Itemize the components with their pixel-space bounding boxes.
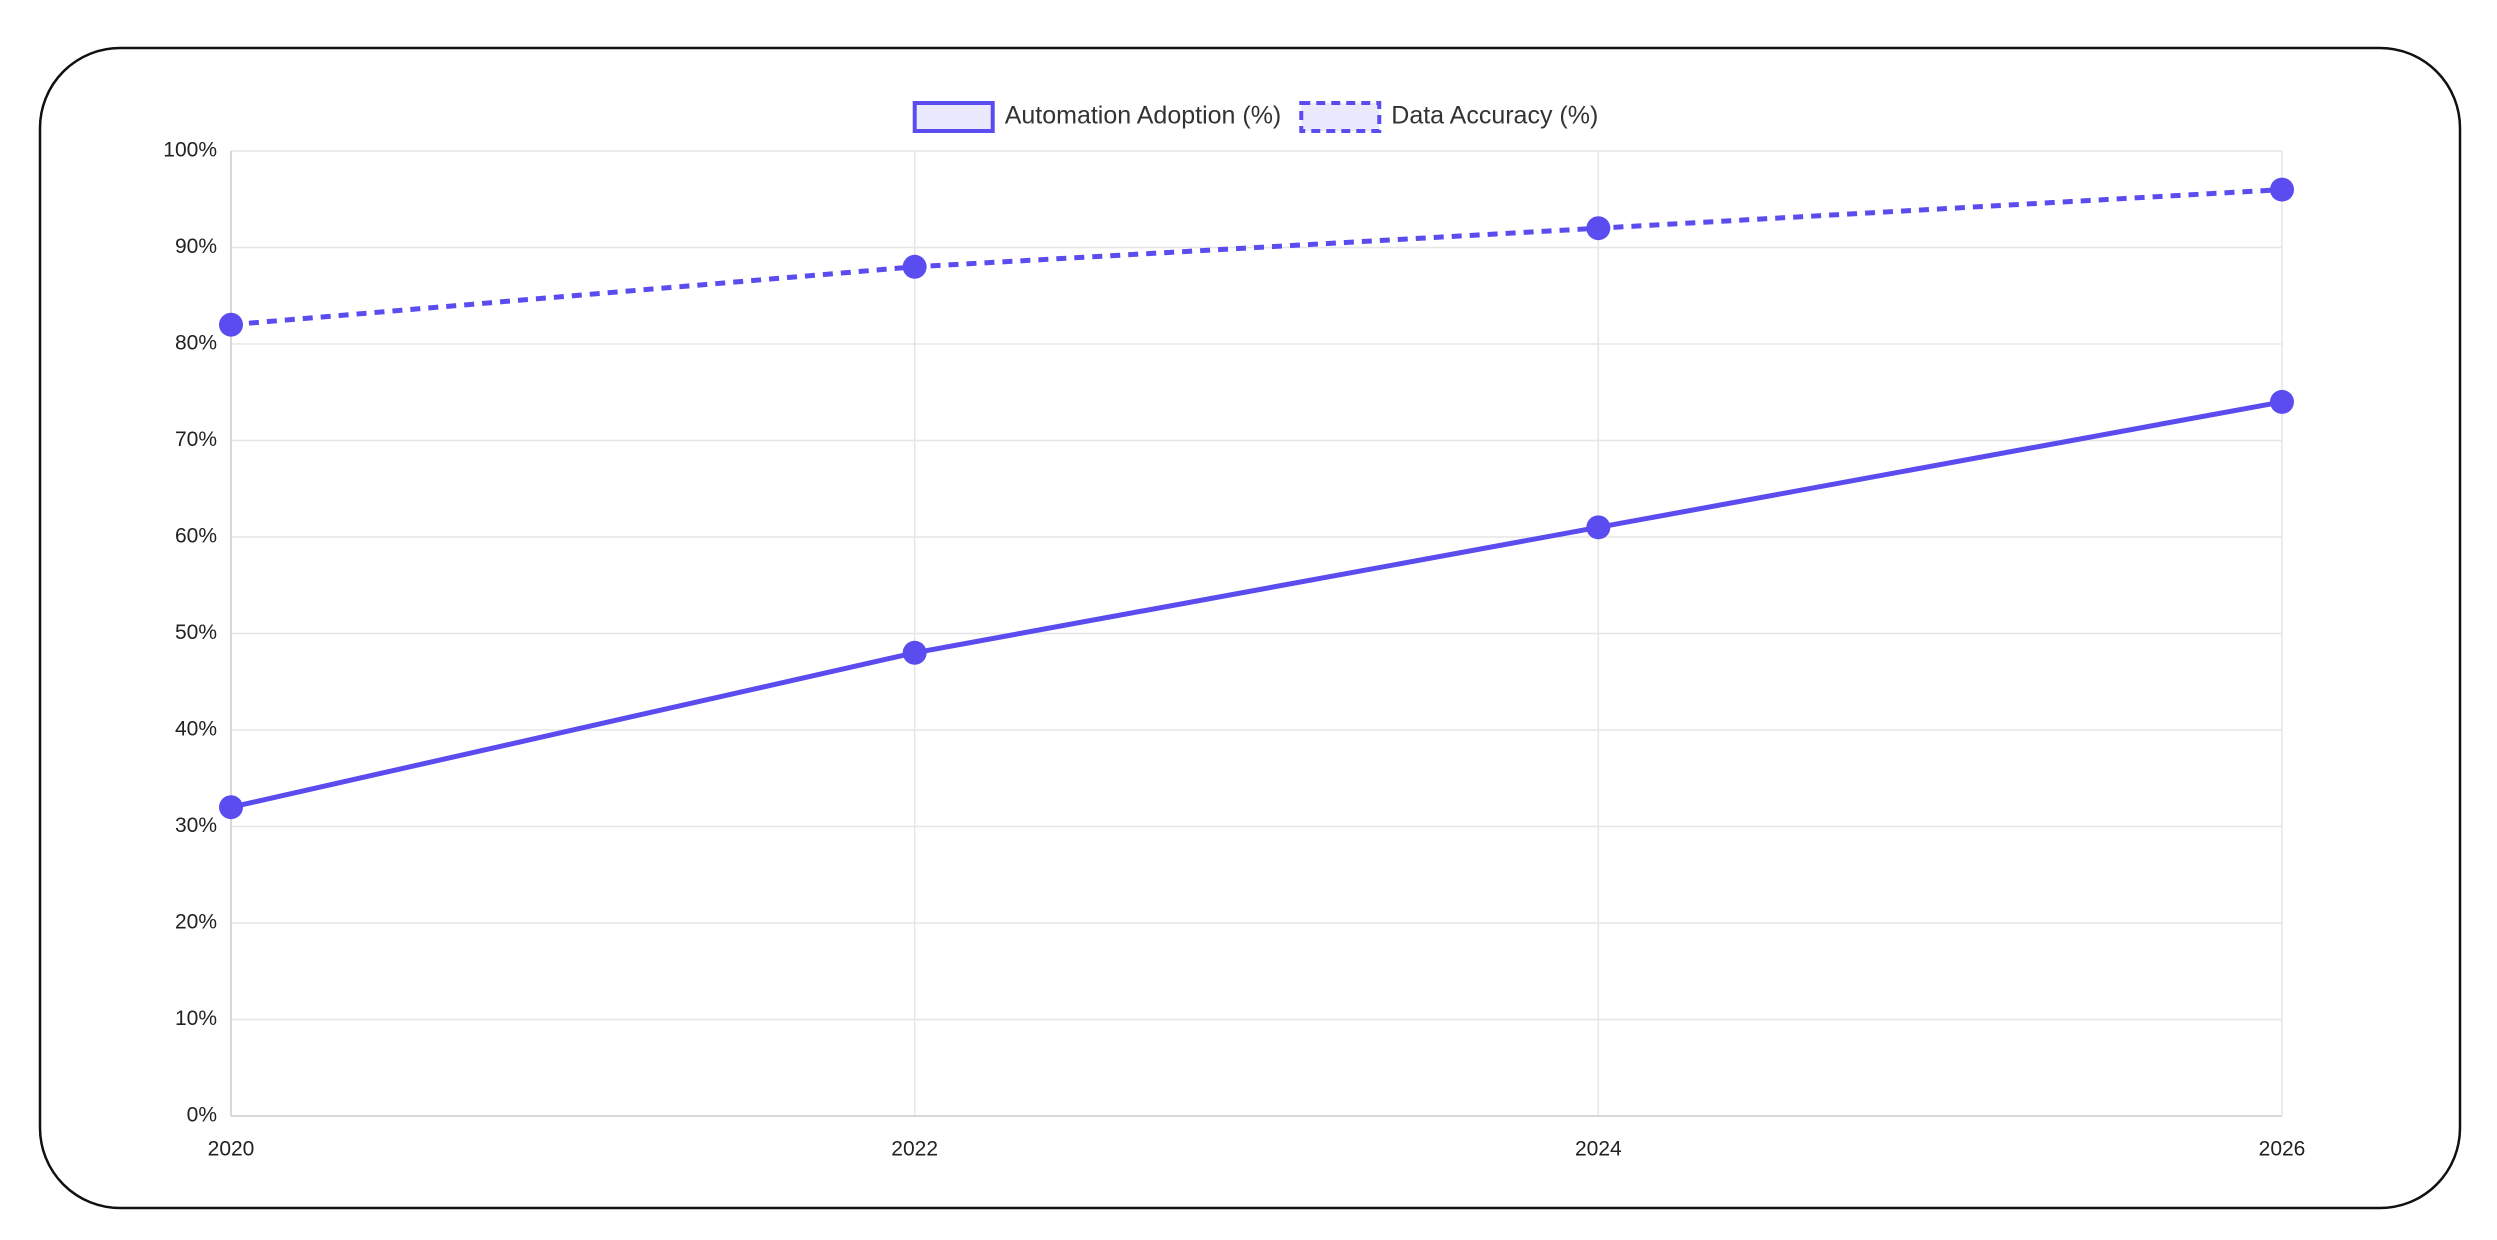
y-tick-label: 50%: [175, 621, 217, 644]
x-tick-label: 2022: [891, 1138, 938, 1161]
legend-label: Automation Adoption (%): [1005, 102, 1282, 130]
y-tick-label: 40%: [175, 718, 217, 741]
series-line: [230, 399, 2283, 810]
y-tick-label: 30%: [175, 814, 217, 837]
x-tick-label: 2024: [1575, 1138, 1622, 1161]
y-tick-label: 20%: [175, 911, 217, 934]
y-tick-label: 80%: [175, 332, 217, 355]
card: [38, 46, 2462, 1210]
y-tick-label: 70%: [175, 428, 217, 451]
data-point: [902, 640, 927, 665]
data-point: [1586, 515, 1611, 540]
legend-label: Data Accuracy (%): [1391, 102, 1598, 130]
y-tick-label: 0%: [187, 1104, 217, 1127]
data-point: [902, 254, 927, 279]
data-point: [2270, 177, 2294, 202]
data-point: [1586, 216, 1611, 241]
x-tick-label: 2020: [208, 1138, 255, 1161]
y-tick-label: 100%: [163, 139, 217, 162]
legend-swatch: [1299, 101, 1382, 133]
y-tick-label: 60%: [175, 525, 217, 548]
data-point: [219, 795, 243, 820]
data-point: [219, 312, 243, 337]
data-point: [2270, 389, 2294, 414]
legend-swatch: [912, 101, 995, 133]
series-line: [230, 187, 2283, 328]
x-tick-label: 2026: [2259, 1138, 2306, 1161]
y-tick-label: 90%: [175, 235, 217, 258]
y-tick-label: 10%: [175, 1007, 217, 1030]
